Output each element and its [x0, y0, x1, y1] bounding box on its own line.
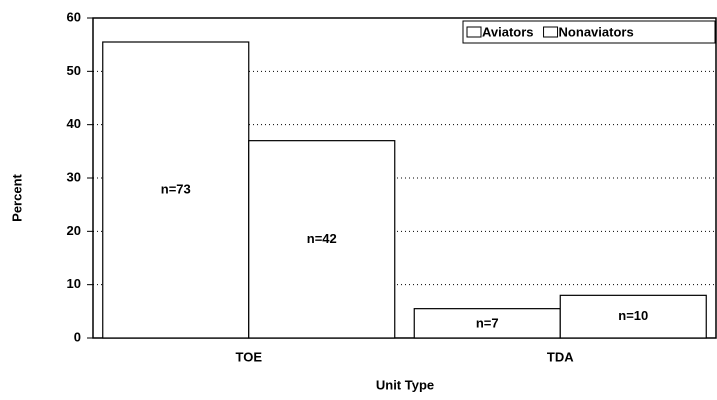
y-tick-label: 40	[67, 116, 81, 131]
y-tick-label: 0	[74, 329, 81, 344]
x-tick-label: TDA	[547, 349, 574, 364]
y-axis-label: Percent	[9, 173, 24, 221]
x-axis-label: Unit Type	[376, 377, 434, 392]
bar-annotation: n=73	[161, 181, 191, 196]
bar	[248, 140, 396, 339]
y-tick-label: 50	[67, 63, 81, 78]
bar-annotation: n=7	[476, 315, 499, 330]
legend-swatch	[466, 26, 482, 38]
legend-box	[462, 20, 716, 44]
bar	[559, 294, 707, 339]
y-tick-label: 60	[67, 9, 81, 24]
legend-swatch	[543, 26, 559, 38]
legend-label: Aviators	[482, 24, 534, 39]
bar-annotation: n=10	[618, 308, 648, 323]
y-tick-label: 20	[67, 223, 81, 238]
y-tick-label: 10	[67, 276, 81, 291]
y-tick-label: 30	[67, 169, 81, 184]
bar	[102, 41, 250, 339]
bar-annotation: n=42	[307, 231, 337, 246]
x-tick-label: TOE	[236, 349, 263, 364]
plot-frame	[92, 17, 717, 339]
bar	[413, 308, 561, 339]
legend-label: Nonaviators	[559, 24, 634, 39]
